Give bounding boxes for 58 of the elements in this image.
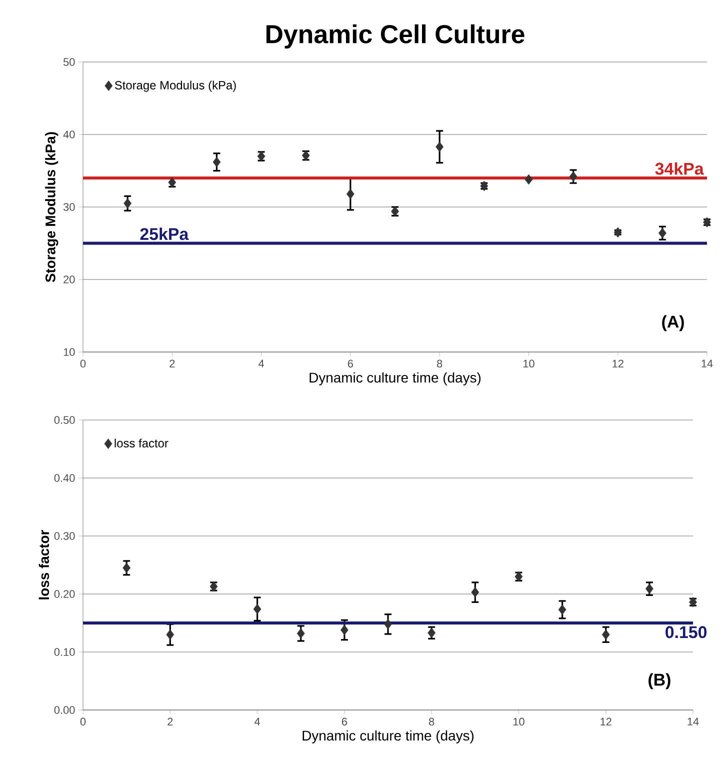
x-tick-label: 10	[513, 718, 524, 726]
y-tick-label: 0.50	[54, 416, 75, 424]
legend-label: Storage Modulus (kPa)	[114, 80, 236, 92]
x-tick-label: 12	[612, 360, 624, 368]
point	[471, 587, 480, 598]
x-tick-label: 14	[688, 718, 699, 726]
ref-line-label: 0.150	[666, 626, 707, 638]
x-tick-label: 10	[523, 360, 534, 368]
point	[384, 618, 392, 630]
y-axis-title: loss factor	[38, 530, 50, 600]
ref-line-label: 25kPa	[140, 228, 189, 240]
point	[524, 174, 533, 185]
x-tick-label: 8	[429, 718, 434, 726]
y-tick-label: 0.20	[54, 590, 75, 598]
annotation: (B)	[648, 673, 670, 690]
x-tick-label: 4	[254, 718, 260, 726]
y-axis-title: Storage Modulus (kPa)	[45, 132, 58, 282]
x-tick-label: 0	[80, 360, 86, 368]
point	[569, 171, 578, 182]
point	[296, 628, 305, 639]
y-tick-label: 40	[63, 130, 75, 138]
y-tick-label: 0.40	[54, 474, 75, 482]
point	[436, 142, 444, 152]
annotation: (A)	[662, 315, 684, 332]
y-tick-label: 50	[63, 58, 75, 66]
x-tick-label: 6	[342, 718, 347, 726]
point	[168, 177, 176, 188]
x-tick-label: 14	[702, 360, 713, 368]
chart-title: Dynamic Cell Culture	[266, 24, 524, 49]
point	[166, 629, 174, 640]
x-tick-label: 0	[80, 718, 86, 726]
legend-label: loss factor	[114, 438, 168, 448]
x-tick-label: 8	[437, 360, 442, 368]
y-tick-label: 10	[64, 348, 75, 356]
y-tick-label: 0.30	[54, 532, 75, 540]
ref-line-label: 34kPa	[655, 162, 704, 175]
x-tick-label: 12	[600, 718, 612, 726]
x-tick-label: 2	[170, 360, 175, 368]
point	[124, 198, 132, 209]
point	[658, 228, 666, 238]
point	[602, 629, 610, 640]
point	[122, 562, 131, 574]
point	[558, 604, 566, 615]
point	[340, 624, 348, 636]
y-tick-label: 30	[63, 203, 75, 211]
x-axis-title: Dynamic culture time (days)	[302, 730, 474, 744]
x-tick-label: 6	[348, 360, 353, 368]
x-tick-label: 2	[168, 718, 173, 726]
x-tick-label: 4	[258, 360, 264, 368]
point	[212, 156, 221, 168]
point	[646, 584, 654, 594]
y-tick-label: 0.00	[54, 706, 75, 714]
point	[346, 188, 354, 200]
y-tick-label: 20	[64, 276, 75, 284]
x-axis-title: Dynamic culture time (days)	[310, 372, 481, 386]
point	[614, 227, 622, 238]
point	[253, 604, 262, 614]
y-tick-label: 0.10	[54, 648, 75, 656]
